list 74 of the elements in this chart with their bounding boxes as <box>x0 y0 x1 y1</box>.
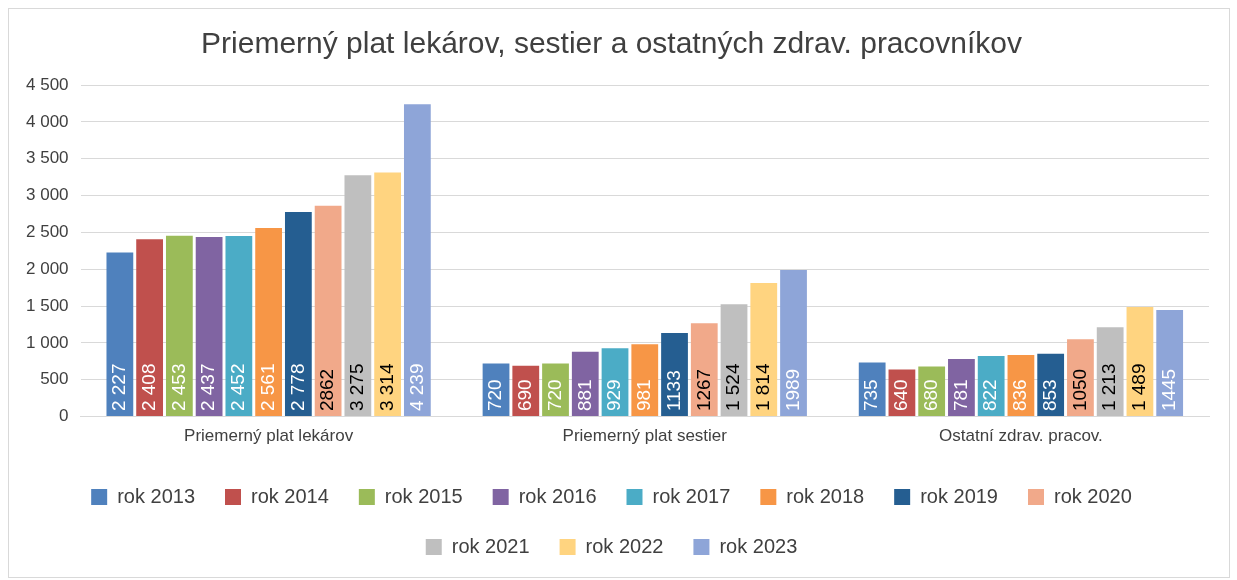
bar <box>750 282 778 417</box>
data-label: 690 <box>514 379 535 412</box>
y-tick-label: 0 <box>59 406 69 426</box>
data-label: 822 <box>979 379 1001 412</box>
data-label: 1 814 <box>752 363 774 412</box>
y-tick-label: 3 000 <box>25 185 69 205</box>
x-tick-label: Ostatní zdrav. pracov. <box>939 426 1103 446</box>
bar <box>374 172 402 417</box>
x-tick-label: Priemerný plat sestier <box>562 426 728 446</box>
bar <box>1156 310 1184 417</box>
data-label: 1989 <box>781 368 803 412</box>
data-label: 640 <box>890 379 912 412</box>
bar <box>344 175 372 417</box>
data-label: 781 <box>949 379 971 412</box>
data-label: 1 524 <box>722 363 744 412</box>
bar <box>403 104 431 417</box>
data-label: 1 213 <box>1098 363 1120 412</box>
bar <box>1096 327 1124 417</box>
chart-title: Priemerný plat lekárov, sestier a ostatných zdrav. pracovníkov <box>201 26 1022 60</box>
data-label: 929 <box>603 379 625 412</box>
data-label: 836 <box>1009 379 1031 412</box>
data-label: 2 778 <box>286 363 308 412</box>
data-label: 3 314 <box>375 363 397 412</box>
bar <box>225 235 253 417</box>
x-tick-label: Priemerný plat lekárov <box>184 426 354 446</box>
legend-label: rok 2021 <box>451 534 530 557</box>
data-label: 720 <box>543 379 565 412</box>
y-tick-label: 4 500 <box>25 74 69 94</box>
y-tick-label: 1 000 <box>25 332 69 352</box>
bar <box>195 237 223 417</box>
data-label: 981 <box>633 379 655 412</box>
bar <box>690 323 718 417</box>
legend-label: rok 2015 <box>384 484 463 507</box>
data-label: 1445 <box>1157 368 1179 412</box>
y-tick-label: 3 500 <box>25 148 69 168</box>
data-label: 1267 <box>692 368 714 412</box>
bar <box>255 227 283 417</box>
data-label: 1 489 <box>1128 363 1150 412</box>
data-label: 2 408 <box>137 363 159 412</box>
legend-label: rok 2018 <box>786 484 865 507</box>
y-tick-label: 4 000 <box>25 111 69 131</box>
data-label: 2 227 <box>108 363 130 412</box>
data-label: 4 239 <box>405 363 427 412</box>
data-label: 2 452 <box>227 363 249 412</box>
legend-label: rok 2023 <box>719 534 798 557</box>
bar <box>780 270 807 417</box>
data-label: 680 <box>919 379 941 412</box>
legend-label: rok 2013 <box>117 484 196 507</box>
data-label: 2 561 <box>256 363 278 412</box>
legend-label: rok 2019 <box>920 484 999 507</box>
data-label: 1050 <box>1068 368 1090 412</box>
legend-label: rok 2014 <box>251 484 329 507</box>
y-tick-label: 500 <box>40 369 69 389</box>
y-tick-label: 1 500 <box>25 295 69 315</box>
data-label: 2 437 <box>197 363 219 412</box>
data-label: 3 275 <box>346 363 368 412</box>
data-label: 2 453 <box>167 363 189 412</box>
legend-label: rok 2017 <box>652 484 731 507</box>
bar <box>314 205 342 417</box>
legend-label: rok 2020 <box>1054 484 1132 507</box>
data-label: 735 <box>860 379 882 412</box>
data-label: 881 <box>573 379 595 412</box>
data-label: 1133 <box>662 370 684 412</box>
legend-label: rok 2016 <box>518 484 597 507</box>
data-label: 853 <box>1038 379 1060 412</box>
bar <box>106 252 134 417</box>
y-tick-label: 2 000 <box>25 258 69 278</box>
legend-label: rok 2022 <box>585 534 664 557</box>
bar <box>136 239 163 417</box>
data-label: 720 <box>484 379 506 412</box>
bar <box>165 235 193 417</box>
y-tick-label: 2 500 <box>25 222 69 242</box>
bar <box>284 211 312 417</box>
data-label: 2862 <box>316 368 338 412</box>
